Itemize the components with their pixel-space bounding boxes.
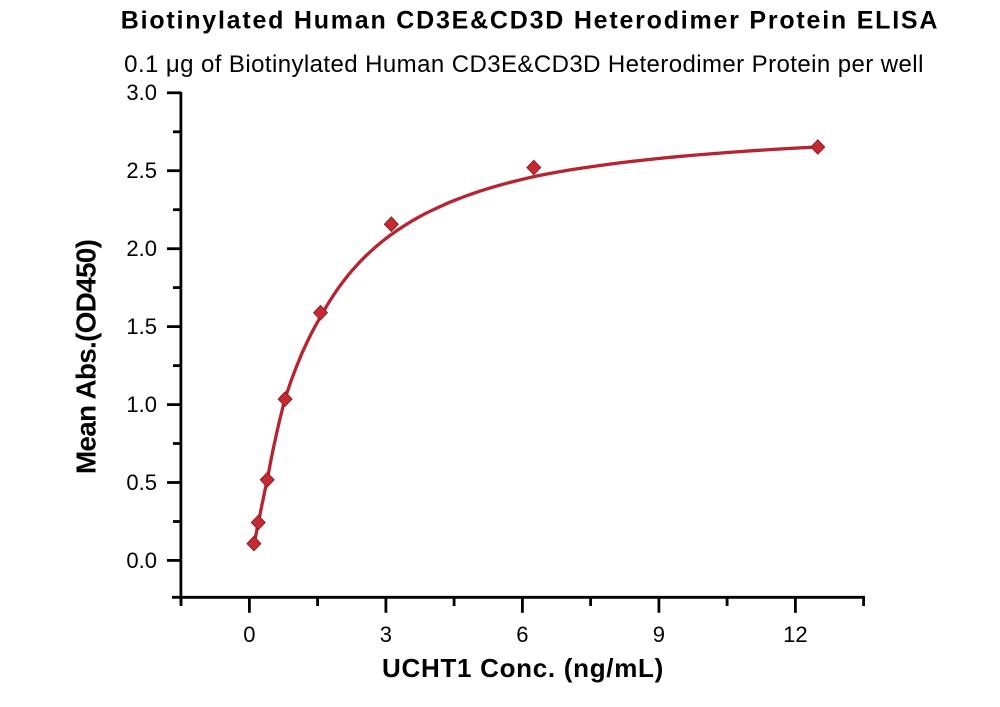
- svg-text:3: 3: [380, 622, 392, 647]
- svg-text:6: 6: [516, 622, 528, 647]
- svg-text:Mean Abs.(OD450): Mean Abs.(OD450): [71, 240, 102, 474]
- svg-text:0: 0: [243, 622, 255, 647]
- svg-text:2.0: 2.0: [126, 236, 157, 261]
- svg-text:1.0: 1.0: [126, 392, 157, 417]
- svg-text:0.0: 0.0: [126, 548, 157, 573]
- svg-text:3.0: 3.0: [126, 80, 157, 105]
- svg-text:0.1 μg of Biotinylated Human C: 0.1 μg of Biotinylated Human CD3E&CD3D H…: [124, 51, 924, 78]
- svg-text:1.5: 1.5: [126, 314, 157, 339]
- svg-text:0.5: 0.5: [126, 470, 157, 495]
- svg-text:Biotinylated Human CD3E&CD3D H: Biotinylated Human CD3E&CD3D Heterodimer…: [121, 7, 939, 35]
- svg-text:9: 9: [653, 622, 665, 647]
- svg-text:12: 12: [783, 622, 807, 647]
- svg-text:2.5: 2.5: [126, 158, 157, 183]
- svg-text:UCHT1 Conc. (ng/mL): UCHT1 Conc. (ng/mL): [382, 653, 664, 683]
